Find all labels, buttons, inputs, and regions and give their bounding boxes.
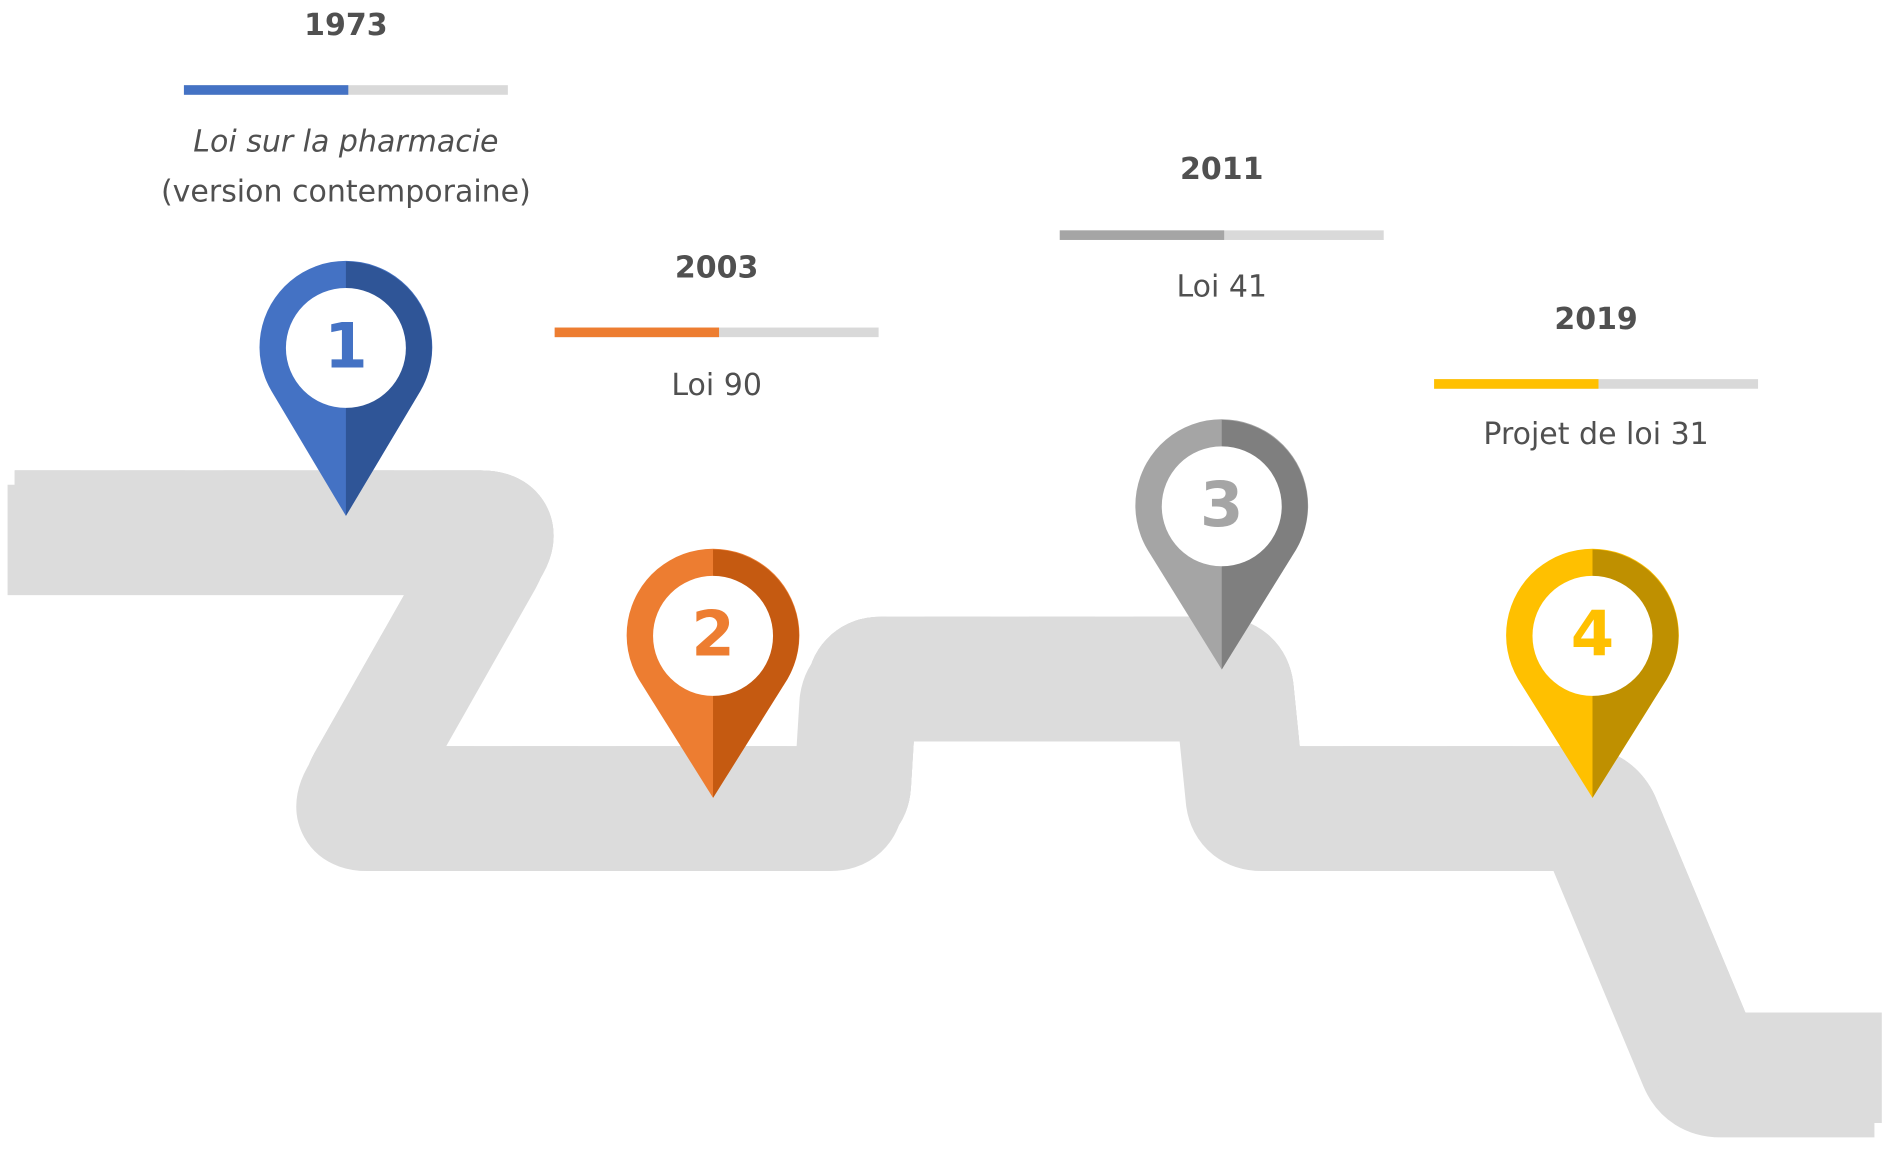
milestone-year: 2019 bbox=[1554, 302, 1637, 337]
milestone-subtitle: (version contemporaine) bbox=[161, 175, 531, 210]
pin-number: 4 bbox=[1571, 597, 1614, 670]
pin-number: 1 bbox=[324, 309, 367, 382]
page: {"milestones": [ {"number": "1", "year":… bbox=[0, 0, 1882, 1165]
milestone-title: Loi 41 bbox=[1176, 269, 1267, 304]
milestone-year: 2003 bbox=[675, 250, 758, 285]
milestone-year: 1973 bbox=[304, 8, 387, 43]
progress-fill bbox=[555, 328, 719, 338]
pin-number: 2 bbox=[691, 597, 734, 670]
pin-number: 3 bbox=[1200, 468, 1243, 541]
milestone-title: Loi 90 bbox=[671, 368, 762, 403]
progress-fill bbox=[184, 85, 348, 95]
roadmap: 1973 Loi sur la pharmacie (version contemp… bbox=[0, 0, 1882, 1165]
progress-fill bbox=[1060, 230, 1224, 240]
milestone-title: Projet de loi 31 bbox=[1483, 417, 1708, 452]
progress-fill bbox=[1434, 379, 1598, 389]
milestone-year: 2011 bbox=[1180, 152, 1263, 187]
milestone-title: Loi sur la pharmacie bbox=[193, 124, 498, 159]
